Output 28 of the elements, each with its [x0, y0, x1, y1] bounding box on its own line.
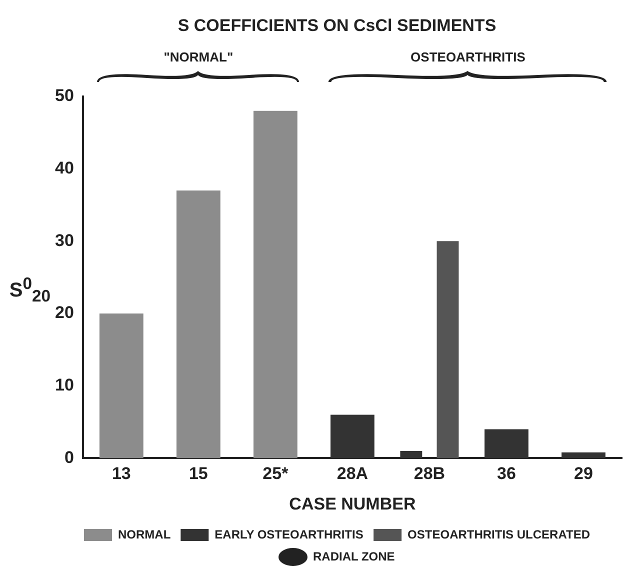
y-tick-label: 20 [54, 303, 74, 322]
legend-label: NORMAL [118, 527, 171, 542]
legend-label: EARLY OSTEOARTHRITIS [214, 527, 364, 542]
y-tick-label: 50 [54, 86, 74, 106]
x-tick-label: 28B [414, 464, 446, 484]
x-tick-label: 29 [574, 464, 593, 484]
legend-label: RADIAL ZONE [313, 549, 395, 564]
x-tick-label: 25* [262, 464, 289, 484]
bar [436, 241, 459, 458]
x-tick-label: 15 [188, 464, 208, 484]
x-tick-label: 13 [112, 464, 131, 484]
bar [99, 313, 144, 458]
x-axis-title: CASE NUMBER [289, 494, 416, 514]
bar [176, 190, 220, 458]
text: "NORMAL" [164, 49, 234, 64]
x-tick-label: 28A [336, 464, 368, 484]
legend-label: OSTEOARTHRITIS ULCERATED [408, 527, 590, 542]
y-tick-label: 10 [54, 376, 74, 395]
y-tick-label: 40 [54, 158, 74, 178]
bar [562, 452, 606, 458]
bar [253, 110, 298, 458]
x-tick-label: 36 [497, 464, 516, 484]
text: OSTEOARTHRITIS [410, 49, 526, 64]
y-tick-label: 0 [64, 448, 74, 467]
chart-title: S COEFFICIENTS ON CsCl SEDIMENTS [178, 16, 496, 35]
bar [330, 414, 374, 458]
bar [484, 429, 528, 458]
y-tick-label: 30 [54, 230, 74, 250]
